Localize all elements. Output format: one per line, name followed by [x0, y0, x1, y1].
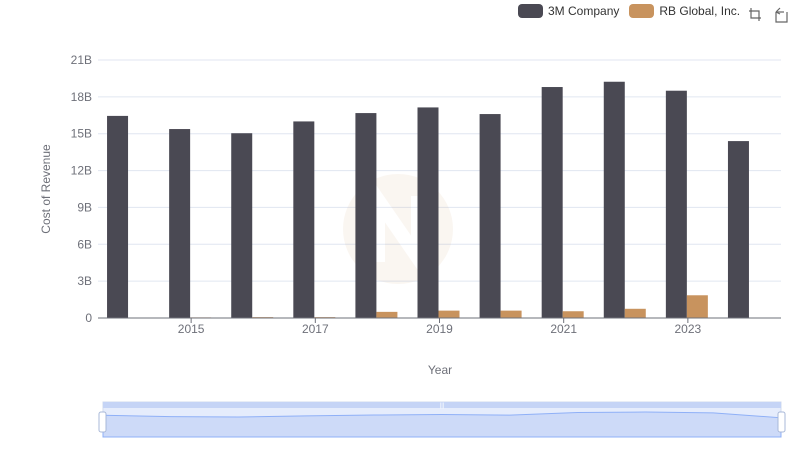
bar-3m-2023[interactable]	[665, 90, 687, 318]
bar-3m-2014[interactable]	[107, 115, 129, 319]
x-axis-title: Year	[428, 363, 452, 377]
bar-3m-2020[interactable]	[479, 114, 501, 318]
legend-swatch-3m	[518, 4, 543, 18]
bar-rb-2018[interactable]	[376, 311, 398, 318]
bar-3m-2024[interactable]	[727, 141, 749, 318]
bar-rb-2021[interactable]	[562, 311, 584, 318]
y-tick-label: 3B	[77, 274, 92, 288]
bar-3m-2015[interactable]	[169, 129, 191, 318]
bar-3m-2018[interactable]	[355, 113, 377, 319]
x-tick-label: 2023	[675, 322, 702, 336]
x-tick-label: 2017	[302, 322, 329, 336]
bar-3m-2017[interactable]	[293, 121, 315, 318]
y-tick-label: 9B	[77, 200, 92, 214]
slider-top-bar[interactable]	[103, 402, 781, 408]
slider-handle-right[interactable]	[777, 411, 786, 433]
y-tick-label: 21B	[71, 53, 92, 67]
bar-3m-2019[interactable]	[417, 107, 439, 319]
x-tick-label: 2019	[426, 322, 453, 336]
bar-rb-2022[interactable]	[624, 308, 646, 318]
slider-preview-area	[102, 411, 782, 438]
legend-label-rb: RB Global, Inc.	[659, 4, 741, 18]
legend-swatch-rb	[629, 4, 655, 18]
axes: 0 3B 6B 9B 12B 15B 18B 21B 2015 2017 2019 2021 2023	[71, 53, 781, 336]
y-axis-title: Cost of Revenue	[39, 144, 53, 234]
y-tick-label: 15B	[71, 127, 92, 141]
y-tick-label: 0	[85, 311, 92, 325]
legend-label-3m: 3M Company	[548, 4, 620, 18]
bars	[107, 81, 749, 319]
bar-3m-2022[interactable]	[603, 81, 625, 318]
legend-item-rb-global[interactable]: RB Global, Inc.	[629, 4, 740, 18]
bar-rb-2023[interactable]	[686, 295, 708, 318]
bar-3m-2021[interactable]	[541, 87, 563, 319]
slider-handle-left[interactable]	[98, 411, 107, 433]
bar-rb-2019[interactable]	[438, 310, 460, 318]
slider-grip-icon[interactable]: |||	[440, 403, 445, 409]
y-tick-label: 6B	[77, 237, 92, 251]
chart-toolbox	[746, 6, 798, 24]
data-zoom-slider[interactable]: |||	[98, 401, 786, 438]
chart-legend: 3M Company RB Global, Inc.	[518, 4, 750, 18]
x-tick-label: 2015	[178, 322, 205, 336]
x-tick-label: 2021	[550, 322, 577, 336]
legend-item-3m-company[interactable]: 3M Company	[518, 4, 619, 18]
y-tick-label: 12B	[71, 164, 92, 178]
restore-icon[interactable]	[772, 6, 790, 24]
zoom-icon[interactable]	[746, 6, 764, 24]
bar-rb-2020[interactable]	[500, 310, 522, 318]
y-tick-label: 18B	[71, 90, 92, 104]
bar-3m-2016[interactable]	[231, 133, 253, 318]
